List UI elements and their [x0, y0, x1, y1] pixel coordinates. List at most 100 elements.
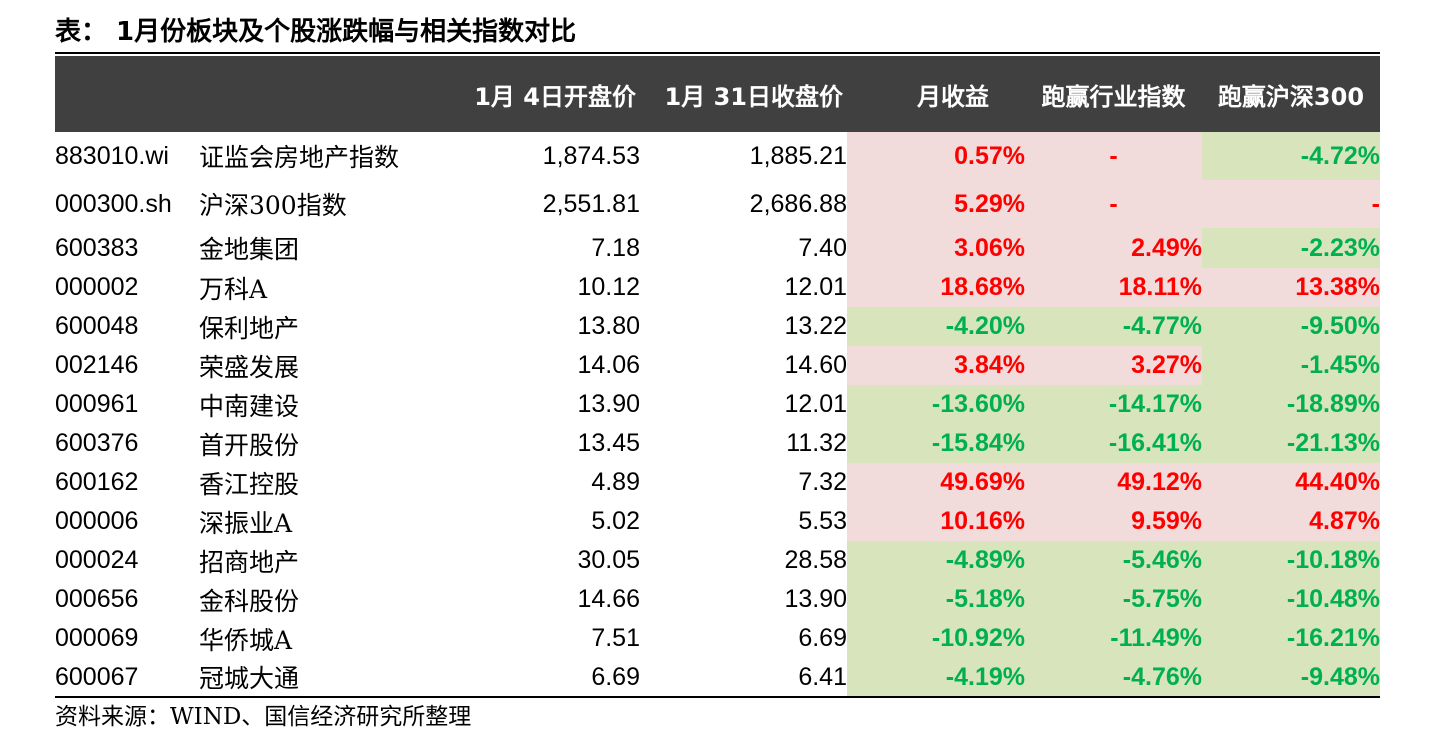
cell-vs-industry: 2.49%: [1025, 228, 1202, 268]
table-row: 600376 首开股份 13.45 11.32 -15.84% -16.41% -21.13…: [55, 424, 1380, 463]
cell-name: 香江控股: [199, 469, 300, 499]
header-open-price: 1月 4日开盘价: [462, 56, 640, 132]
cell-open-price: 2,551.81: [542, 189, 640, 218]
cell-vs-hs300: 4.87%: [1202, 502, 1380, 541]
cell-open-price: 10.12: [577, 273, 640, 301]
header-close-price: 1月 31日收盘价: [640, 56, 847, 132]
cell-vs-industry: -11.49%: [1025, 619, 1202, 658]
table-row: 000002 万科A 10.12 12.01 18.68% 18.11% 13.38%: [55, 268, 1380, 307]
cell-code: 600067: [55, 658, 197, 698]
table-row: 000961 中南建设 13.90 12.01 -13.60% -14.17% -18.89…: [55, 385, 1380, 424]
cell-vs-hs300: -18.89%: [1202, 385, 1380, 424]
cell-vs-industry: 18.11%: [1025, 268, 1202, 307]
table-title: 表： 1月份板块及个股涨跌幅与相关指数对比: [55, 10, 1380, 54]
table-row: 600067 冠城大通 6.69 6.41 -4.19% -4.76% -9.48%: [55, 658, 1380, 698]
cell-close-price: 7.32: [798, 468, 847, 496]
cell-close-price: 12.01: [784, 390, 847, 418]
cell-monthly-return: -4.20%: [847, 307, 1025, 346]
cell-name: 中南建设: [199, 391, 300, 421]
table-row: 000300.sh 沪深300指数 2,551.81 2,686.88 5.29% - -: [55, 180, 1380, 228]
cell-name: 证监会房地产指数: [199, 143, 400, 172]
cell-monthly-return: 0.57%: [847, 132, 1025, 180]
cell-vs-industry: -5.46%: [1025, 541, 1202, 580]
header-code: [55, 56, 197, 132]
cell-code: 002146: [55, 351, 139, 379]
cell-close-price: 12.01: [784, 273, 847, 301]
cell-close-price: 13.22: [784, 312, 847, 340]
table-row: 883010.wi 证监会房地产指数 1,874.53 1,885.21 0.57% - -…: [55, 132, 1380, 180]
cell-close-price: 28.58: [784, 546, 847, 574]
cell-monthly-return: 10.16%: [847, 502, 1025, 541]
cell-open-price: 14.66: [577, 585, 640, 613]
cell-vs-hs300: -1.45%: [1202, 346, 1380, 385]
cell-name: 金科股份: [199, 586, 300, 616]
cell-name: 万科A: [199, 274, 268, 304]
cell-code: 600048: [55, 312, 139, 340]
cell-vs-industry: 9.59%: [1025, 502, 1202, 541]
cell-close-price: 11.32: [786, 429, 847, 457]
cell-open-price: 13.80: [577, 312, 640, 340]
cell-vs-industry: -16.41%: [1025, 424, 1202, 463]
cell-vs-industry: -4.76%: [1025, 658, 1202, 698]
cell-vs-hs300: -21.13%: [1202, 424, 1380, 463]
cell-name: 深振业A: [199, 508, 293, 538]
cell-name: 荣盛发展: [199, 352, 300, 382]
cell-code: 000002: [55, 273, 139, 301]
cell-monthly-return: 49.69%: [847, 463, 1025, 502]
cell-close-price: 7.40: [798, 233, 847, 262]
cell-code: 600162: [55, 468, 139, 496]
cell-vs-hs300: -9.48%: [1202, 658, 1380, 698]
table-row: 000069 华侨城A 7.51 6.69 -10.92% -11.49% -16.21%: [55, 619, 1380, 658]
cell-monthly-return: -15.84%: [847, 424, 1025, 463]
cell-code: 000006: [55, 507, 139, 535]
cell-name: 华侨城A: [199, 625, 293, 655]
cell-vs-hs300: -9.50%: [1202, 307, 1380, 346]
cell-vs-hs300: -4.72%: [1202, 132, 1380, 180]
cell-vs-industry: -14.17%: [1025, 385, 1202, 424]
cell-name: 首开股份: [199, 430, 300, 460]
cell-name: 保利地产: [199, 313, 300, 343]
cell-monthly-return: 18.68%: [847, 268, 1025, 307]
cell-close-price: 6.41: [640, 658, 847, 698]
cell-close-price: 14.60: [784, 351, 847, 379]
table-row: 002146 荣盛发展 14.06 14.60 3.84% 3.27% -1.45%: [55, 346, 1380, 385]
table-row: 000024 招商地产 30.05 28.58 -4.89% -5.46% -10.18%: [55, 541, 1380, 580]
cell-code: 883010.wi: [55, 141, 169, 170]
cell-monthly-return: 3.84%: [847, 346, 1025, 385]
cell-vs-hs300: 44.40%: [1202, 463, 1380, 502]
table-row: 600048 保利地产 13.80 13.22 -4.20% -4.77% -9.50%: [55, 307, 1380, 346]
cell-name: 金地集团: [199, 235, 300, 264]
cell-vs-hs300: -10.18%: [1202, 541, 1380, 580]
cell-open-price: 7.18: [591, 233, 640, 262]
cell-open-price: 14.06: [577, 351, 640, 379]
cell-vs-industry: 3.27%: [1025, 346, 1202, 385]
header-name: [197, 56, 462, 132]
cell-monthly-return: -4.19%: [847, 658, 1025, 698]
cell-vs-industry: 49.12%: [1025, 463, 1202, 502]
cell-vs-industry: -4.77%: [1025, 307, 1202, 346]
cell-open-price: 1,874.53: [542, 141, 640, 170]
cell-open-price: 5.02: [591, 507, 640, 535]
header-vs-industry: 跑赢行业指数: [1025, 56, 1202, 132]
cell-open-price: 4.89: [591, 468, 640, 496]
cell-code: 000024: [55, 546, 139, 574]
header-vs-hs300: 跑赢沪深300: [1202, 56, 1380, 132]
cell-vs-industry: -5.75%: [1025, 580, 1202, 619]
cell-monthly-return: -13.60%: [847, 385, 1025, 424]
cell-monthly-return: -10.92%: [847, 619, 1025, 658]
cell-code: 000069: [55, 624, 139, 652]
cell-name: 沪深300指数: [199, 191, 347, 220]
source-note: 资料来源：WIND、国信经济研究所整理: [55, 704, 472, 730]
header-monthly-return: 月收益: [847, 56, 1025, 132]
cell-monthly-return: 5.29%: [847, 180, 1025, 228]
cell-close-price: 6.69: [798, 624, 847, 652]
cell-vs-industry: -: [1025, 180, 1202, 228]
cell-name: 冠城大通: [197, 658, 462, 698]
cell-open-price: 13.90: [577, 390, 640, 418]
table-row: 600162 香江控股 4.89 7.32 49.69% 49.12% 44.40%: [55, 463, 1380, 502]
cell-monthly-return: 3.06%: [847, 228, 1025, 268]
cell-code: 600383: [55, 233, 139, 262]
cell-name: 招商地产: [199, 547, 300, 577]
cell-code: 000961: [55, 390, 139, 418]
cell-close-price: 13.90: [784, 585, 847, 613]
